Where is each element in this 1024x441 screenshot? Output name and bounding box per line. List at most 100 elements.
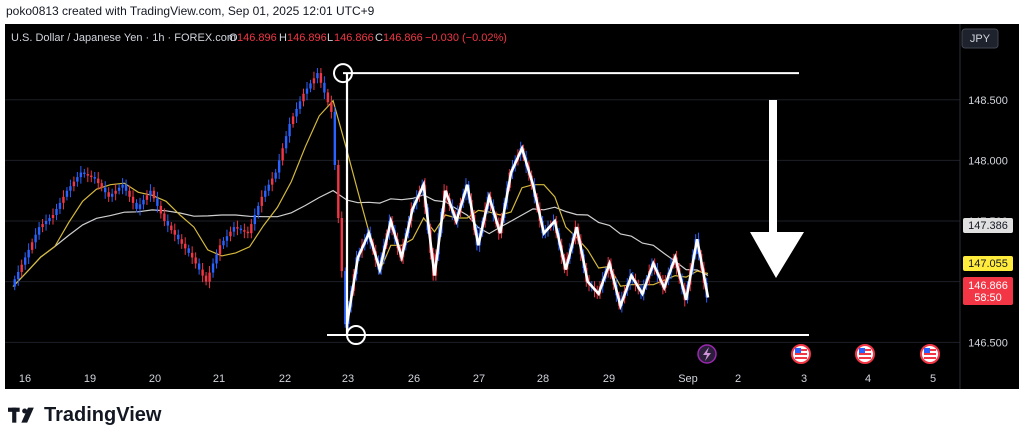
candle-body xyxy=(51,214,55,219)
candle-body xyxy=(222,240,225,246)
ma-long-line xyxy=(12,189,709,287)
range-low-marker xyxy=(346,325,366,346)
candle-body xyxy=(323,82,326,93)
candle-body xyxy=(264,190,267,197)
candle-body xyxy=(267,184,270,191)
candle-body xyxy=(232,227,236,232)
x-tick-label: 27 xyxy=(473,373,485,385)
currency-button[interactable]: JPY xyxy=(961,28,999,49)
candle-body xyxy=(333,111,337,165)
candle-body xyxy=(142,199,145,205)
candle-body xyxy=(316,73,319,79)
candle-body xyxy=(277,160,281,173)
change-value: −0.030 (−0.02%) xyxy=(425,32,507,44)
candle-body xyxy=(110,193,114,197)
price-tag-ma-long-text: 147.386 xyxy=(968,220,1008,232)
event-flash-icon[interactable] xyxy=(697,344,717,364)
candle-body xyxy=(93,177,96,179)
candle-body xyxy=(48,218,51,222)
candle-body xyxy=(20,264,23,272)
tradingview-logo[interactable]: TradingView xyxy=(8,404,161,427)
low-label: L xyxy=(327,32,333,44)
candle-body xyxy=(239,228,243,231)
event-us-flag-icon[interactable] xyxy=(920,344,940,364)
candle-body xyxy=(23,257,27,265)
candle-body xyxy=(319,73,323,83)
open-value: 146.896 xyxy=(237,32,277,44)
y-tick-label: 148.500 xyxy=(968,95,1008,107)
price-tag-ma-short: 147.055 xyxy=(963,256,1013,271)
candle-body xyxy=(34,234,37,243)
candle-body xyxy=(194,257,197,264)
down-arrow-icon xyxy=(750,100,804,278)
candle-body xyxy=(44,221,48,225)
candle-body xyxy=(284,136,288,149)
annotation-layer xyxy=(327,63,809,346)
price-tag-last: 146.866 58:50 xyxy=(963,277,1013,305)
price-tag-ma-long: 147.386 xyxy=(963,218,1013,233)
candle-body xyxy=(295,108,298,117)
candle-body xyxy=(250,224,253,234)
tradingview-logo-text: TradingView xyxy=(44,404,162,426)
candle-body xyxy=(121,184,124,188)
candle-body xyxy=(260,196,263,206)
x-tick-label: 29 xyxy=(603,373,615,385)
candle-body xyxy=(58,202,62,209)
candle-body xyxy=(76,177,79,182)
candle-body xyxy=(270,178,274,185)
candle-body xyxy=(229,231,232,237)
candle-body xyxy=(291,116,295,125)
candle-body xyxy=(340,218,343,272)
candle-body xyxy=(246,231,250,234)
candle-body xyxy=(187,248,190,253)
candle-body xyxy=(184,243,187,249)
event-us-flag-icon[interactable] xyxy=(791,344,811,364)
candle-body xyxy=(17,271,20,280)
x-tick-label: 20 xyxy=(149,373,161,385)
x-tick-label: 16 xyxy=(19,373,31,385)
candle-body xyxy=(100,183,103,188)
candle-body xyxy=(274,172,277,179)
candle-body xyxy=(190,252,194,258)
candle-body xyxy=(117,187,121,191)
x-tick-label: 23 xyxy=(342,373,354,385)
candle-body xyxy=(124,184,128,191)
candle-body xyxy=(326,92,330,103)
candle-body xyxy=(215,254,218,264)
candle-body xyxy=(41,224,44,228)
candle-body xyxy=(97,178,100,184)
candle-body xyxy=(204,275,208,282)
event-us-flag-icon[interactable] xyxy=(855,344,875,364)
chart-frame[interactable]: 146.500147.000147.500148.000148.50016192… xyxy=(5,24,1019,389)
candle-body xyxy=(131,196,135,203)
candle-body xyxy=(218,245,222,255)
candle-body xyxy=(149,190,152,196)
candle-body xyxy=(138,204,142,209)
candle-body xyxy=(135,202,138,209)
range-high-marker xyxy=(333,63,353,84)
candle-body xyxy=(37,227,41,235)
footer: TradingView xyxy=(0,390,1024,441)
candle-body xyxy=(243,230,246,232)
candle-body xyxy=(211,263,215,273)
candle-body xyxy=(208,272,211,282)
close-label: C xyxy=(375,32,383,44)
candle-body xyxy=(55,208,58,215)
y-tick-label: 148.000 xyxy=(968,155,1008,167)
candle-body xyxy=(201,269,204,276)
price-chart[interactable]: 146.500147.000147.500148.000148.50016192… xyxy=(5,24,1019,389)
low-value: 146.866 xyxy=(334,32,374,44)
x-tick-label: 28 xyxy=(537,373,549,385)
candle-body xyxy=(145,195,149,200)
x-tick-label: 22 xyxy=(279,373,291,385)
high-value: 146.896 xyxy=(287,32,327,44)
candle-body xyxy=(79,172,83,178)
chart-credit: poko0813 created with TradingView.com, S… xyxy=(6,4,375,18)
candle-body xyxy=(281,148,284,161)
candle-body xyxy=(180,239,183,244)
candle-body xyxy=(114,190,117,194)
price-tag-countdown: 58:50 xyxy=(974,292,1002,304)
candle-body xyxy=(225,236,229,241)
header-bar: poko0813 created with TradingView.com, S… xyxy=(0,0,1024,22)
ma-short-line xyxy=(12,99,709,287)
